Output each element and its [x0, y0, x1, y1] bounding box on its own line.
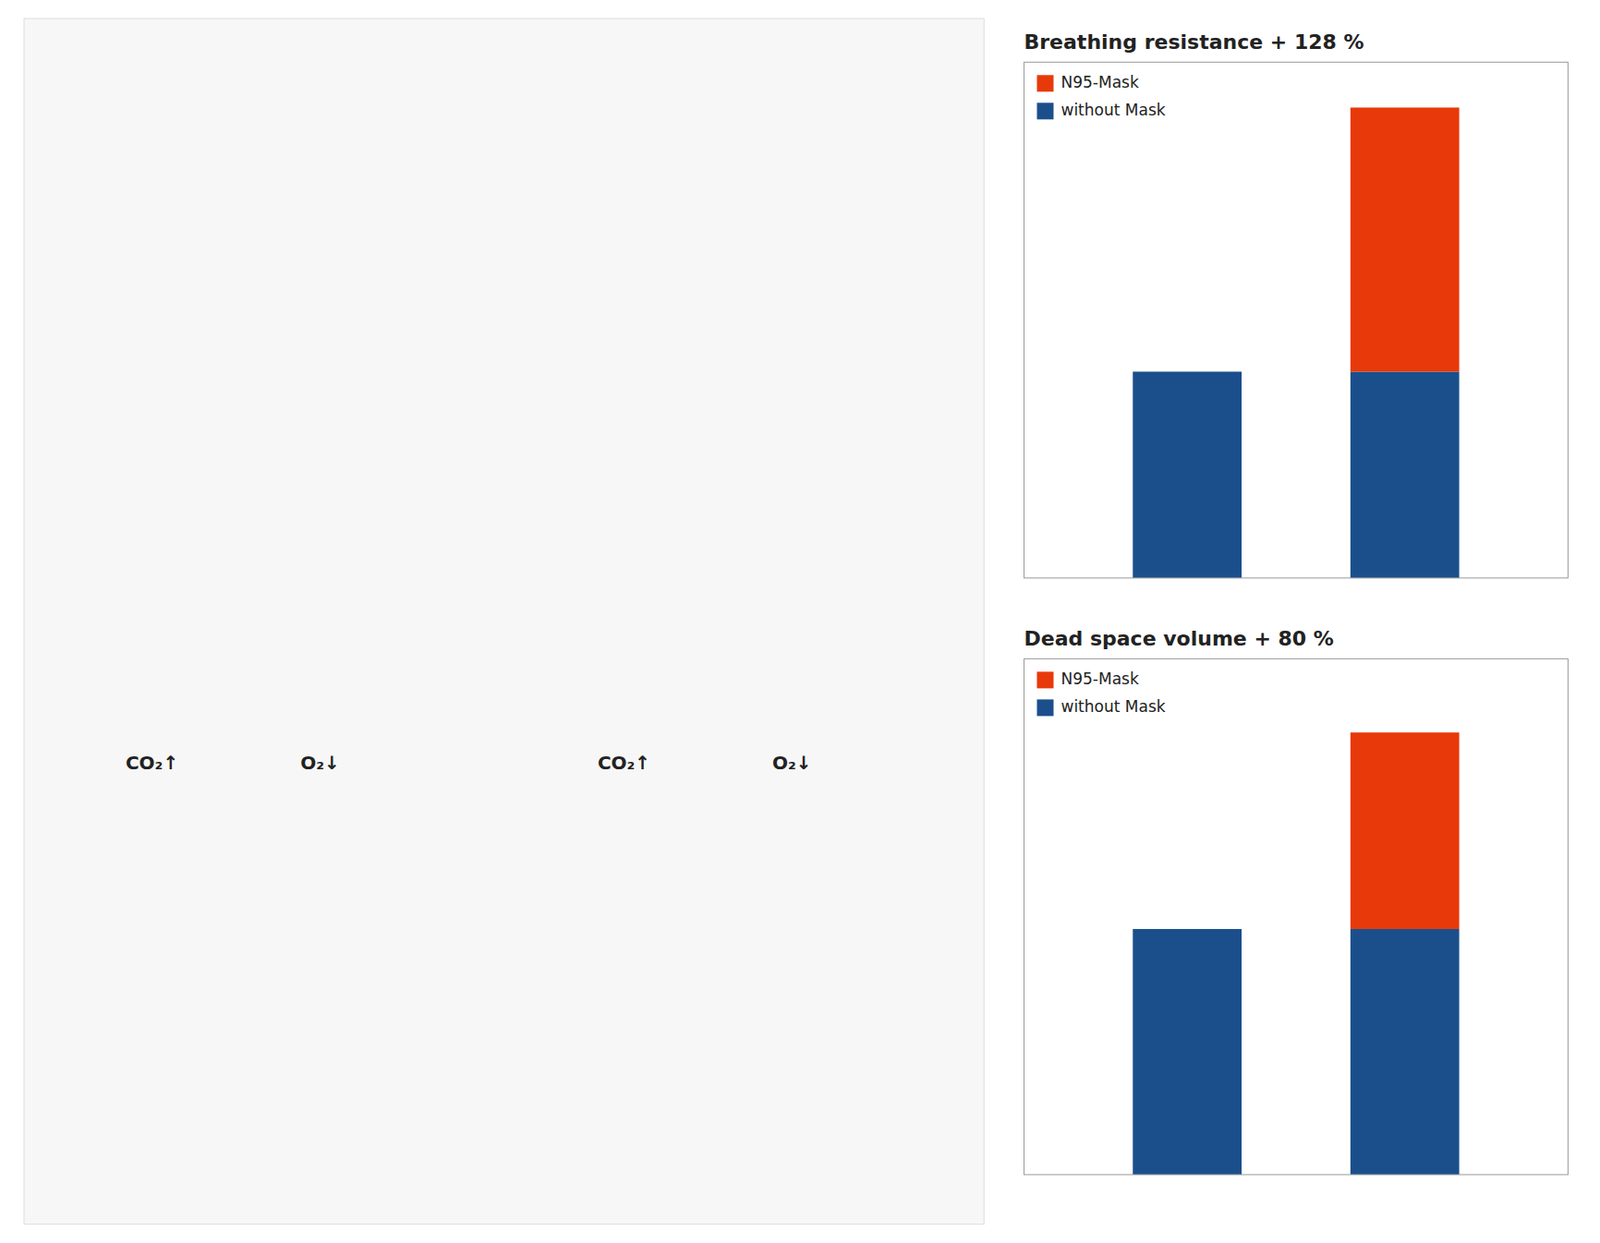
- plot-area: [1132, 732, 1459, 1176]
- bar: [1350, 732, 1460, 930]
- bar-series: [1350, 732, 1460, 930]
- annotation: O₂↓: [300, 751, 340, 775]
- chart-title: Breathing resistance + 128 %: [1023, 30, 1364, 54]
- chart: Breathing resistance + 128 % N95-Mask with…: [1023, 30, 1568, 579]
- bar: [1132, 371, 1242, 373]
- chart-title: Dead space volume + 80 %: [1023, 627, 1334, 651]
- bar: [1132, 928, 1242, 930]
- legend-swatch: [1036, 74, 1054, 92]
- legend-label: N95-Mask: [1060, 72, 1139, 92]
- legend-swatch: [1036, 671, 1054, 689]
- annotation: CO₂↑: [125, 751, 179, 775]
- legend: N95-Mask without Mask: [1036, 669, 1165, 716]
- chart: Dead space volume + 80 % N95-Mask without …: [1023, 627, 1568, 1176]
- bar: [1350, 929, 1460, 1176]
- legend-swatch: [1036, 699, 1054, 716]
- legend-item: without Mask: [1036, 100, 1165, 120]
- bar: [1350, 107, 1460, 372]
- legend-label: without Mask: [1060, 697, 1165, 716]
- bar: [1132, 929, 1242, 1176]
- plot-frame: [1023, 61, 1568, 579]
- legend-label: without Mask: [1060, 100, 1165, 120]
- legend-item: N95-Mask: [1036, 669, 1139, 689]
- legend-item: N95-Mask: [1036, 72, 1139, 92]
- bar-series: [1350, 107, 1460, 372]
- legend-item: without Mask: [1036, 697, 1165, 716]
- plot-area: [1132, 107, 1459, 578]
- annotation: CO₂↑: [597, 751, 651, 775]
- figure: CO₂↑ O₂↓ CO₂↑ O₂↓ Breathing resistance + 128…: [0, 0, 1600, 1243]
- bar: [1132, 371, 1242, 578]
- legend: N95-Mask without Mask: [1036, 72, 1165, 120]
- sketch-area: [24, 18, 984, 1225]
- bar-series: [1132, 929, 1459, 1176]
- legend-swatch: [1036, 102, 1054, 120]
- bar: [1350, 371, 1460, 578]
- legend-label: N95-Mask: [1060, 669, 1139, 689]
- bar-series: [1132, 371, 1459, 578]
- annotation: O₂↓: [772, 751, 813, 775]
- plot-frame: [1023, 658, 1568, 1176]
